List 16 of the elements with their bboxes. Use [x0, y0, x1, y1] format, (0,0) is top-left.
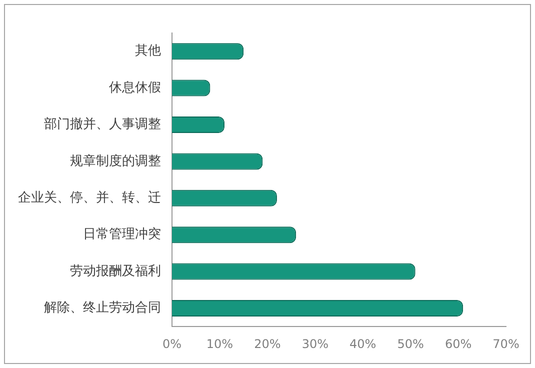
x-tick-label: 20% — [254, 336, 281, 351]
y-tick-label: 其他 — [135, 44, 161, 59]
x-tick-label: 50% — [397, 336, 424, 351]
x-tick-label: 30% — [302, 336, 328, 351]
y-tick-label: 日常管理冲突 — [83, 227, 161, 242]
y-tick-label: 规章制度的调整 — [70, 152, 161, 169]
y-tick-label: 劳动报酬及福利 — [70, 264, 161, 279]
x-tick-label: 40% — [350, 336, 376, 351]
x-tick-label: 60% — [444, 336, 472, 351]
x-tick-label: 70% — [492, 336, 520, 351]
y-tick-label: 企业关、停、并、转、迁 — [18, 190, 161, 206]
x-tick-label: 0% — [162, 336, 182, 351]
y-tick-label: 休息休假 — [109, 80, 161, 96]
y-tick-label: 部门撤并、人事调整 — [44, 116, 161, 132]
x-tick-label: 10% — [206, 336, 234, 351]
y-tick-label: 解除、终止劳动合同 — [44, 300, 161, 316]
